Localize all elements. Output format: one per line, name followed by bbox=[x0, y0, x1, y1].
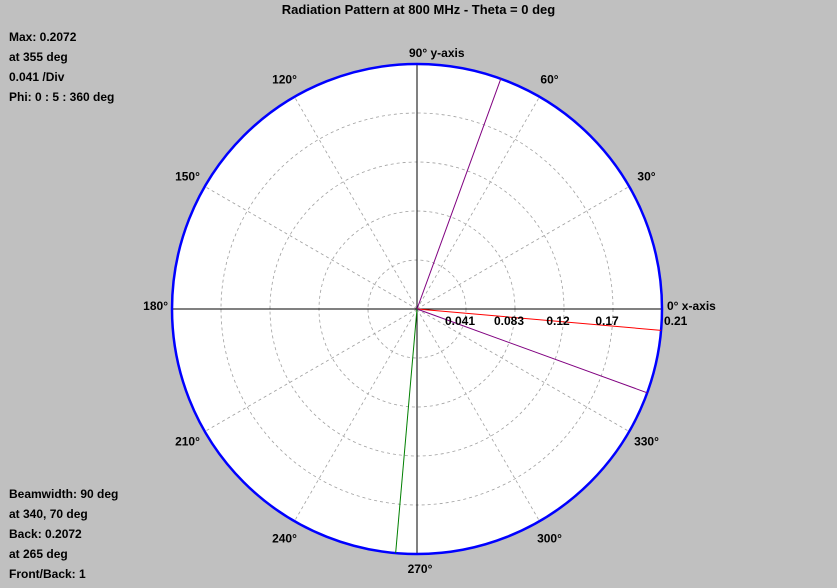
grid-spoke bbox=[416, 96, 540, 310]
beamwidth-line bbox=[416, 308, 648, 394]
max-angle-text: at 355 deg bbox=[9, 50, 68, 64]
max-value-text: Max: 0.2072 bbox=[9, 30, 77, 44]
angle-label: 90° y-axis bbox=[409, 46, 465, 60]
beamwidth-text: Beamwidth: 90 deg bbox=[9, 487, 119, 501]
angle-label: 150° bbox=[175, 170, 200, 184]
front-back-text: Front/Back: 1 bbox=[9, 567, 86, 581]
grid-spoke bbox=[294, 96, 418, 310]
ring-label: 0.12 bbox=[546, 314, 570, 328]
grid-spoke bbox=[204, 308, 418, 432]
angle-label: 210° bbox=[175, 435, 200, 449]
division-text: 0.041 /Div bbox=[9, 70, 65, 84]
ring-label: 0.041 bbox=[445, 314, 475, 328]
ring-label: 0.17 bbox=[595, 314, 619, 328]
grid-spoke bbox=[416, 308, 540, 522]
back-line bbox=[395, 308, 418, 554]
chart-title: Radiation Pattern at 800 MHz - Theta = 0… bbox=[281, 2, 556, 17]
beamwidth-line bbox=[416, 78, 502, 310]
info-bottom-panel: Beamwidth: 90 deg at 340, 70 deg Back: 0… bbox=[9, 484, 118, 584]
angle-label: 180° bbox=[143, 299, 168, 313]
back-value-text: Back: 0.2072 bbox=[9, 527, 82, 541]
angle-label: 270° bbox=[408, 562, 433, 576]
ring-label: 0.083 bbox=[494, 314, 524, 328]
max-line bbox=[416, 308, 662, 331]
phi-range-text: Phi: 0 : 5 : 360 deg bbox=[9, 90, 115, 104]
beamwidth-angles-text: at 340, 70 deg bbox=[9, 507, 88, 521]
grid-spoke bbox=[204, 186, 418, 310]
grid-spoke bbox=[416, 308, 630, 432]
angle-label: 30° bbox=[637, 170, 655, 184]
outer-circle bbox=[170, 62, 664, 556]
angle-label: 330° bbox=[634, 435, 659, 449]
back-angle-text: at 265 deg bbox=[9, 547, 68, 561]
grid-spoke bbox=[294, 308, 418, 522]
angle-label: 300° bbox=[537, 531, 562, 545]
info-top-panel: Max: 0.2072 at 355 deg 0.041 /Div Phi: 0… bbox=[9, 27, 114, 107]
angle-label: 240° bbox=[272, 531, 297, 545]
angle-label: 60° bbox=[540, 73, 558, 87]
angle-label: 120° bbox=[272, 73, 297, 87]
ring-label: 0.21 bbox=[664, 314, 688, 328]
grid-spoke bbox=[416, 186, 630, 310]
angle-label: 0° x-axis bbox=[667, 299, 716, 313]
